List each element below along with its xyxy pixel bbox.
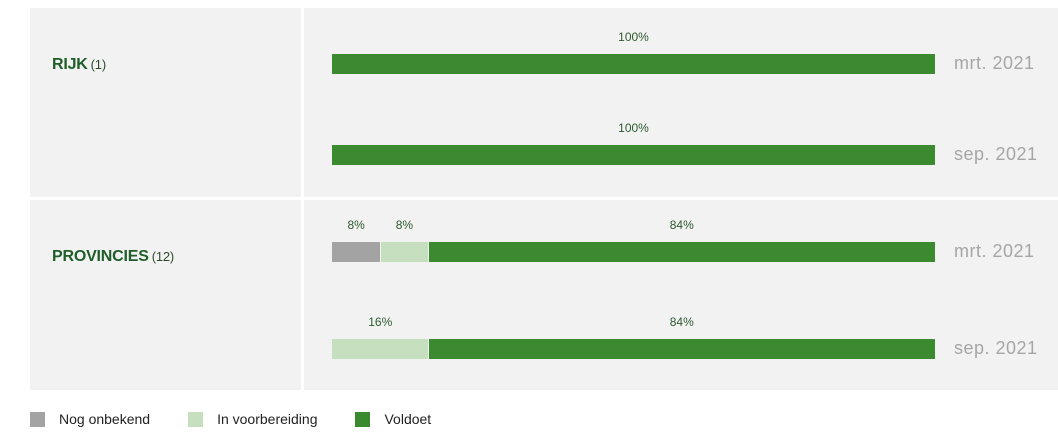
- period-label: sep. 2021: [954, 338, 1038, 358]
- bar-segment: [332, 242, 381, 262]
- group-count: (12): [151, 249, 175, 264]
- legend-item-in-voorbereiding: In voorbereiding: [188, 411, 317, 427]
- group-name: PROVINCIES: [52, 248, 149, 265]
- data-label: 100%: [618, 30, 649, 44]
- data-label: 16%: [368, 315, 393, 329]
- legend-label: Nog onbekend: [59, 411, 151, 427]
- group-label-rijk: RIJK (1): [52, 56, 106, 74]
- legend-label: Voldoet: [384, 411, 432, 427]
- period-label: sep. 2021: [954, 144, 1038, 164]
- legend-item-voldoet: Voldoet: [355, 411, 431, 427]
- legend-swatch: [30, 411, 45, 427]
- group-count: (1): [90, 57, 107, 72]
- bar-segment: [332, 54, 935, 74]
- group-label-provincies: PROVINCIES (12): [52, 248, 174, 266]
- legend-item-nog-onbekend: Nog onbekend: [30, 411, 150, 427]
- bar-segment: [429, 339, 935, 359]
- bar-segment: [381, 242, 429, 262]
- period-label: mrt. 2021: [954, 241, 1035, 261]
- bar-segment: [332, 145, 935, 165]
- data-label: 84%: [669, 218, 694, 232]
- data-label: 84%: [669, 315, 694, 329]
- data-label: 8%: [347, 218, 365, 232]
- legend-swatch: [188, 411, 204, 427]
- bar-segment: [429, 242, 935, 262]
- data-label: 100%: [618, 121, 649, 135]
- data-label: 8%: [395, 218, 414, 232]
- group-divider: [30, 197, 1058, 200]
- legend: Nog onbekend In voorbereiding Voldoet: [30, 409, 469, 429]
- bar-segment: [332, 339, 429, 359]
- period-label: mrt. 2021: [954, 53, 1035, 73]
- legend-swatch: [355, 411, 371, 427]
- group-name: RIJK: [52, 56, 88, 73]
- legend-label: In voorbereiding: [217, 411, 318, 427]
